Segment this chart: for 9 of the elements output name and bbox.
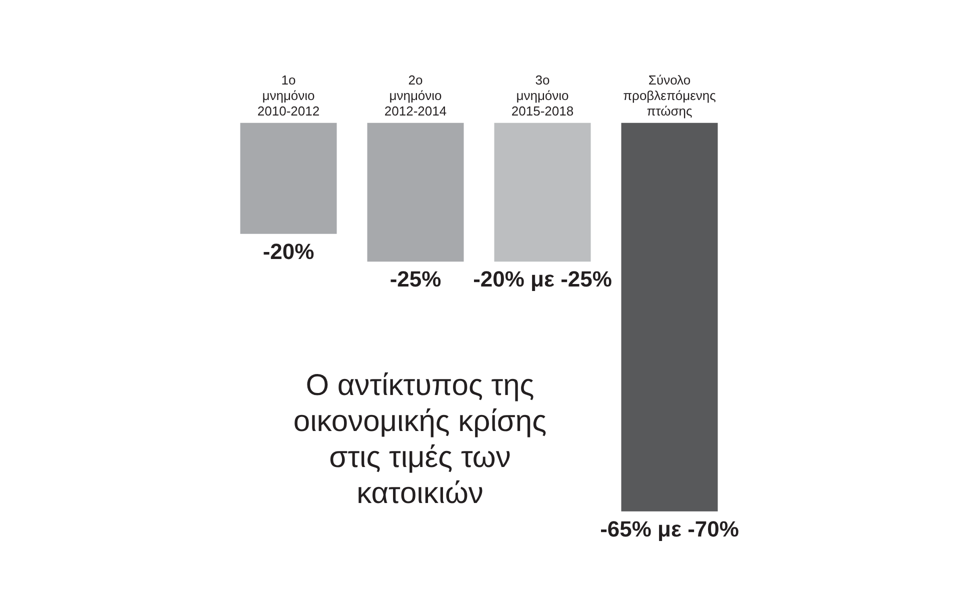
data-label: -20% xyxy=(262,238,314,264)
data-label: -20% με -25% xyxy=(473,266,612,292)
x-tick-label: 3ο μνημόνιο 2015-2018 xyxy=(511,72,574,119)
data-label: -65% με -70% xyxy=(600,516,739,542)
data-label: -25% xyxy=(390,266,442,292)
x-tick-label: 2ο μνημόνιο 2012-2014 xyxy=(384,72,447,119)
x-tick-label: 1ο μνημόνιο 2010-2012 xyxy=(257,72,320,119)
text: Ο αντίκτυπος της οικονομικής κρίσης στις τιμές των κατοικιών xyxy=(292,368,548,512)
x-tick-label: Σύνολο προβλεπόμενης πτώσης xyxy=(623,72,716,119)
